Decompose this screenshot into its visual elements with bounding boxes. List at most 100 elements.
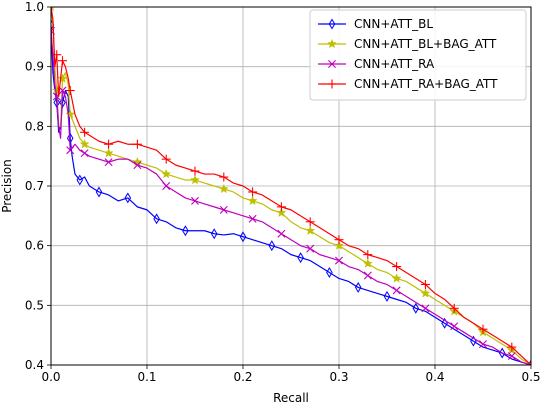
star-marker [276, 207, 287, 218]
x-tick-label: 0.5 [521, 370, 540, 384]
plus-marker [334, 235, 344, 245]
plus-marker [420, 279, 430, 289]
plus-marker [65, 86, 75, 96]
x-tick-label: 0.1 [137, 370, 156, 384]
y-tick-label: 0.5 [25, 298, 44, 312]
x-marker [277, 229, 286, 238]
diamond-marker [59, 96, 66, 108]
diamond-marker [76, 174, 84, 186]
series-line [51, 7, 531, 365]
series-line [51, 24, 531, 365]
star-marker [161, 168, 172, 179]
plus-marker [219, 172, 229, 182]
star-marker [334, 240, 344, 250]
x-marker [479, 340, 487, 349]
plus-marker [248, 187, 258, 197]
diamond-marker [210, 228, 218, 240]
legend-label: CNN+ATT_BL [354, 17, 433, 31]
diamond-marker [95, 186, 103, 198]
plus-marker [478, 324, 488, 334]
series-lines [51, 7, 531, 365]
x-marker [80, 149, 89, 158]
plus-marker [507, 342, 517, 352]
x-marker [328, 60, 336, 68]
legend-label: CNN+ATT_RA [354, 57, 435, 71]
star-marker [57, 73, 68, 83]
plus-marker [80, 127, 90, 137]
plus-marker [132, 139, 142, 149]
diamond-marker [326, 267, 333, 278]
star-marker [362, 258, 373, 268]
plus-marker [52, 50, 62, 60]
star-marker [420, 288, 431, 298]
plus-marker [161, 154, 171, 164]
star-marker [391, 273, 402, 283]
diamond-marker [383, 290, 391, 302]
x-marker [421, 304, 430, 313]
plus-marker [392, 262, 402, 272]
plus-marker [449, 303, 459, 313]
x-marker [248, 214, 257, 223]
legend-label: CNN+ATT_RA+BAG_ATT [354, 77, 498, 91]
star-marker [79, 139, 90, 149]
x-tick-label: 0.0 [41, 370, 60, 384]
x-marker [66, 146, 75, 155]
x-marker [306, 244, 315, 253]
star-marker [327, 38, 337, 49]
legend-box [309, 9, 527, 101]
x-marker [104, 158, 113, 167]
y-tick-label: 0.9 [25, 60, 44, 74]
axis-ticks: 0.0 0.1 0.2 0.3 0.4 0.5 0.4 0.5 0.6 0.7 0.8 0.9 1.0 [25, 0, 540, 384]
y-tick-label: 0.7 [25, 179, 44, 193]
y-axis-label: Precision [0, 159, 14, 213]
x-tick-label: 0.3 [329, 370, 348, 384]
plus-marker [190, 166, 200, 176]
diamond-marker [328, 18, 336, 30]
plus-marker [363, 250, 373, 260]
plus-marker [276, 202, 286, 212]
diamond-marker [153, 213, 160, 225]
x-axis-label: Recall [273, 391, 309, 404]
legend-entry: CNN+ATT_BL [318, 17, 433, 31]
legend-entry: CNN+ATT_RA [318, 57, 435, 71]
star-marker [305, 225, 316, 235]
plus-marker [104, 139, 114, 149]
x-marker [162, 182, 171, 190]
legend-label: CNN+ATT_BL+BAG_ATT [354, 37, 497, 51]
y-tick-label: 0.8 [25, 119, 44, 133]
star-marker [190, 174, 200, 185]
x-marker [363, 271, 372, 280]
diamond-marker [268, 240, 276, 252]
x-marker [450, 322, 459, 331]
diamond-marker [124, 192, 132, 204]
y-tick-label: 0.4 [25, 358, 44, 372]
legend-entry: CNN+ATT_BL+BAG_ATT [318, 37, 497, 51]
x-tick-label: 0.4 [425, 370, 444, 384]
plus-marker [305, 217, 315, 227]
legend-entry: CNN+ATT_RA+BAG_ATT [318, 77, 498, 91]
x-marker [219, 205, 228, 214]
diamond-marker [239, 231, 247, 243]
diamond-marker [297, 252, 304, 264]
x-marker [133, 161, 142, 170]
star-marker [247, 195, 258, 206]
series-1 [51, 7, 531, 365]
x-marker [335, 256, 343, 265]
legend: CNN+ATT_BL CNN+ATT_BL+BAG_ATT CNN+ATT_RA CN… [309, 9, 527, 101]
series-2 [51, 26, 531, 365]
series-line [51, 30, 531, 365]
plus-marker [327, 79, 337, 89]
x-marker [191, 196, 199, 205]
y-tick-label: 1.0 [25, 0, 44, 14]
diamond-marker [412, 302, 420, 314]
diamond-marker [354, 281, 362, 293]
y-tick-label: 0.6 [25, 239, 44, 253]
x-marker [507, 352, 516, 361]
x-tick-label: 0.2 [233, 370, 252, 384]
x-marker [392, 286, 401, 295]
star-marker [132, 156, 143, 167]
diamond-marker [182, 225, 189, 237]
diamond-marker [53, 96, 61, 108]
series-3 [51, 7, 531, 365]
